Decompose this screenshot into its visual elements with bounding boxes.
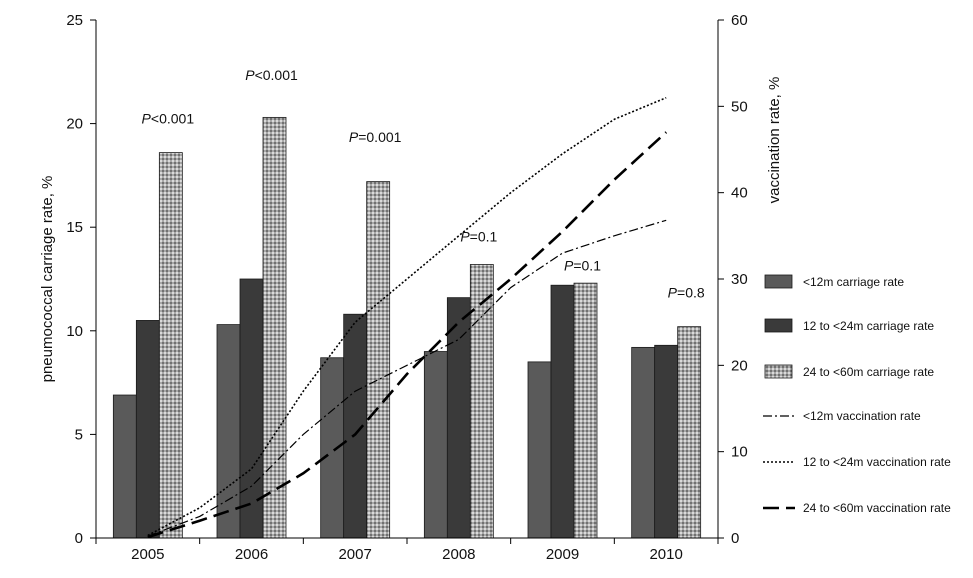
line-long-dash-vaccination <box>147 131 668 539</box>
right-tick-label: 10 <box>731 444 748 461</box>
line-dash-dot-vaccination <box>147 219 667 537</box>
p-value-annotations: P<0.001 P<0.001 P=0.001 P=0.1 P=0.1 P=0.8 <box>142 67 705 301</box>
left-axis-title: pneumococcal carriage rate, % <box>39 176 56 383</box>
vaccination-lines <box>147 96 668 539</box>
left-tick-label: 25 <box>66 12 83 29</box>
legend-label: <12m vaccination rate <box>803 409 921 423</box>
bar-3-2005 <box>158 152 183 539</box>
bar-1-2005 <box>112 394 137 539</box>
legend-label: 24 to <60m vaccination rate <box>803 501 951 515</box>
legend-label: 12 to <24m carriage rate <box>803 319 934 333</box>
bar-1-2010 <box>631 346 656 539</box>
right-axis-title: vaccination rate, % <box>766 77 783 204</box>
right-tick-label: 60 <box>731 12 748 29</box>
left-tick-label: 20 <box>66 116 83 133</box>
p-value-label-2007: P=0.001 <box>349 129 402 145</box>
axes: 0 5 10 15 20 25 0 10 20 30 40 50 60 2005 2006 2007 2008 2… <box>39 12 783 563</box>
legend: <12m carriage rate 12 to <24m carriage ra… <box>763 274 951 515</box>
x-tick-label: 2005 <box>131 546 164 563</box>
bars <box>112 116 702 539</box>
bar-1-2009 <box>527 361 552 539</box>
bar-1-2008 <box>423 351 448 539</box>
legend-label: 12 to <24m vaccination rate <box>803 455 951 469</box>
p-value-label-2008: P=0.1 <box>460 229 497 245</box>
line-dotted-vaccination <box>147 96 667 537</box>
legend-swatch <box>764 364 793 379</box>
right-tick-label: 20 <box>731 357 748 374</box>
bar-3-2010 <box>677 326 702 539</box>
x-tick-label: 2009 <box>546 546 579 563</box>
bar-2-2008 <box>446 297 471 539</box>
bar-2-2009 <box>550 284 575 539</box>
legend-label: <12m carriage rate <box>803 275 904 289</box>
legend-swatch <box>764 274 793 289</box>
right-tick-label: 40 <box>731 185 748 202</box>
bar-3-2007 <box>366 181 391 539</box>
x-tick-label: 2008 <box>442 546 475 563</box>
p-value-label-2010: P=0.8 <box>668 285 705 301</box>
bar-1-2007 <box>320 357 345 539</box>
left-tick-label: 0 <box>75 530 83 547</box>
legend-label: 24 to <60m carriage rate <box>803 365 934 379</box>
p-value-label-2006: P<0.001 <box>245 67 298 83</box>
bar-3-2008 <box>469 264 494 539</box>
bar-2-2010 <box>654 344 679 539</box>
bar-3-2009 <box>573 282 598 539</box>
right-tick-label: 50 <box>731 98 748 115</box>
bar-2-2005 <box>135 320 160 539</box>
x-tick-label: 2006 <box>235 546 268 563</box>
bar-3-2006 <box>262 116 287 539</box>
left-tick-label: 15 <box>66 219 83 236</box>
right-tick-label: 0 <box>731 530 739 547</box>
x-tick-label: 2010 <box>649 546 682 563</box>
p-value-label-2009: P=0.1 <box>564 258 601 274</box>
x-tick-label: 2007 <box>338 546 371 563</box>
bar-1-2006 <box>216 324 241 539</box>
legend-swatch <box>764 318 793 333</box>
right-tick-label: 30 <box>731 271 748 288</box>
left-tick-label: 5 <box>75 426 83 443</box>
p-value-label-2005: P<0.001 <box>142 111 195 127</box>
left-tick-label: 10 <box>66 323 83 340</box>
